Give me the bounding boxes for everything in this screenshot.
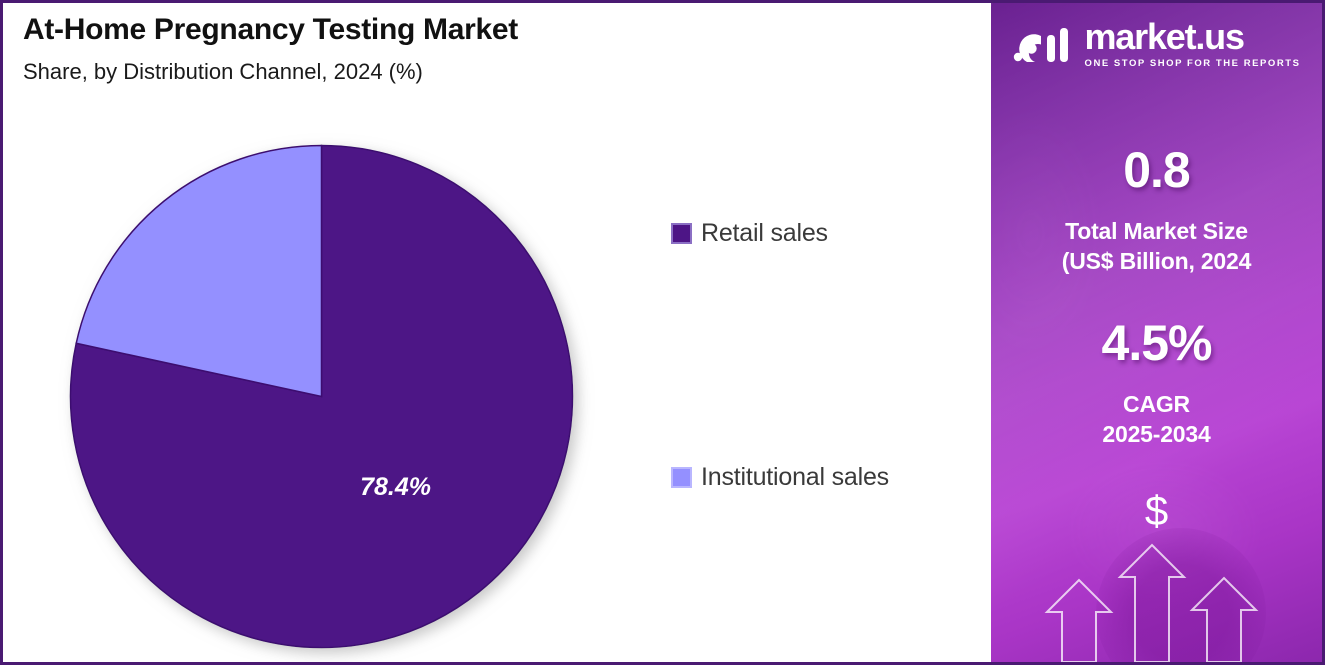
stat-cagr: 4.5% CAGR 2025-2034 — [991, 318, 1322, 450]
legend-label-retail-sales: Retail sales — [701, 219, 828, 247]
stat-caption-cagr: CAGR 2025-2034 — [991, 390, 1322, 450]
stat-caption-line-2: 2025-2034 — [1102, 420, 1211, 447]
pie-chart: 78.4% — [69, 144, 574, 649]
stats-side-panel: market.us ONE STOP SHOP FOR THE REPORTS … — [991, 3, 1322, 662]
pie-slice-label-retail-sales: 78.4% — [360, 473, 431, 501]
pie-chart-svg: 78.4% — [69, 144, 574, 649]
legend-item-institutional-sales[interactable]: Institutional sales — [671, 463, 889, 492]
market-us-bars-icon — [1013, 27, 1068, 62]
logo-wordmark: market.us — [1084, 16, 1245, 57]
stat-caption-line-2: (US$ Billion, 2024 — [1061, 247, 1252, 274]
legend-item-retail-sales[interactable]: Retail sales — [671, 219, 828, 248]
page-title: At-Home Pregnancy Testing Market — [23, 13, 518, 46]
dollar-sign-icon: $ — [1144, 487, 1169, 534]
pie-slice-institutional-sales[interactable] — [75, 144, 323, 398]
legend-swatch-retail-sales — [671, 223, 692, 244]
pie-slices-group — [69, 144, 574, 649]
stat-caption-line-1: CAGR — [1123, 391, 1190, 417]
stat-caption-total-market-size: Total Market Size (US$ Billion, 2024 — [991, 217, 1322, 277]
legend-swatch-institutional-sales — [671, 467, 692, 488]
stat-value-total-market-size: 0.8 — [1123, 142, 1191, 198]
stat-total-market-size: 0.8 Total Market Size (US$ Billion, 2024 — [991, 145, 1322, 277]
stat-value-cagr: 4.5% — [1101, 315, 1213, 371]
stat-caption-line-1: Total Market Size — [1065, 218, 1248, 244]
brand-logo[interactable]: market.us ONE STOP SHOP FOR THE REPORTS — [991, 19, 1322, 69]
page-subtitle: Share, by Distribution Channel, 2024 (%) — [23, 59, 423, 84]
logo-tagline: ONE STOP SHOP FOR THE REPORTS — [1084, 58, 1301, 69]
legend-label-institutional-sales: Institutional sales — [701, 463, 889, 491]
growth-graphic: $ — [991, 462, 1322, 662]
chart-area: At-Home Pregnancy Testing Market Share, … — [3, 3, 991, 662]
three-up-arrows-icon — [1044, 543, 1259, 662]
